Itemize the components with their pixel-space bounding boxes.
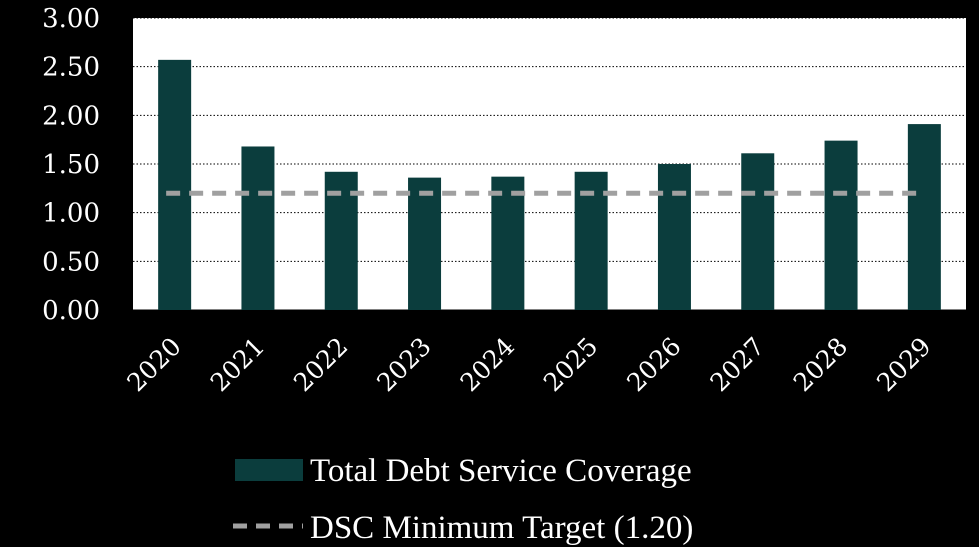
x-tick-label: 2025 [538, 332, 603, 397]
y-tick-label: 2.00 [42, 101, 100, 131]
bars [158, 59, 941, 311]
legend-label-line: DSC Minimum Target (1.20) [310, 510, 693, 546]
legend-swatch-bar [235, 459, 303, 481]
x-tick-label: 2027 [704, 332, 769, 397]
bar-2024 [491, 176, 525, 310]
bar-2029 [907, 124, 941, 311]
y-tick-label: 1.00 [42, 199, 100, 229]
y-tick-label: 1.50 [42, 150, 100, 180]
bar-2021 [241, 146, 275, 310]
legend: Total Debt Service Coverage DSC Minimum … [233, 453, 693, 546]
y-tick-label: 2.50 [42, 53, 100, 83]
y-tick-label: 0.00 [42, 296, 100, 326]
bar-2026 [657, 164, 691, 310]
legend-label-bar: Total Debt Service Coverage [310, 453, 692, 489]
bar-2020 [158, 59, 192, 310]
y-axis-ticks: 0.00 0.50 1.00 1.50 2.00 2.50 3.00 [42, 4, 100, 326]
x-tick-label: 2023 [371, 332, 436, 397]
x-tick-label: 2024 [455, 332, 520, 397]
x-tick-label: 2029 [871, 332, 936, 397]
x-tick-label: 2028 [788, 332, 853, 397]
bar-2023 [408, 177, 442, 310]
x-tick-label: 2020 [121, 332, 186, 397]
y-tick-label: 0.50 [42, 247, 100, 277]
x-tick-label: 2022 [288, 332, 353, 397]
x-tick-label: 2026 [621, 332, 686, 397]
bar-2028 [824, 140, 858, 310]
x-axis-ticks: 2020 2021 2022 2023 2024 2025 2026 2027 2028 2029 [121, 332, 936, 397]
y-tick-label: 3.00 [42, 4, 100, 34]
bar-2027 [741, 153, 775, 310]
x-tick-label: 2021 [205, 332, 270, 397]
